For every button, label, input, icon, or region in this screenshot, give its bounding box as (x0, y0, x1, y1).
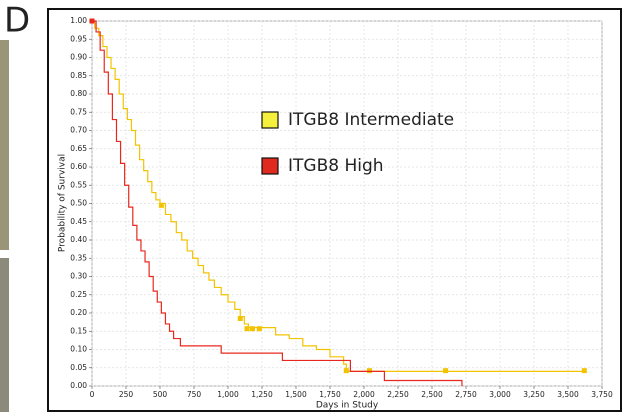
x-tick-label: 3,250 (523, 390, 545, 399)
y-axis-label: Probability of Survival (58, 154, 68, 252)
censor-mark (443, 368, 449, 374)
survival-curve (92, 20, 585, 372)
y-tick-label: 0.10 (70, 345, 87, 354)
censor-mark (158, 202, 164, 208)
adjacent-panel-fragment (0, 258, 9, 412)
censor-mark (249, 326, 255, 332)
y-tick-label: 0.30 (70, 272, 87, 281)
x-tick-label: 2,250 (387, 390, 409, 399)
x-tick-label: 2,000 (353, 390, 375, 399)
x-tick-label: 2,750 (455, 390, 477, 399)
legend-swatch (261, 111, 279, 129)
censor-mark (244, 326, 250, 332)
y-tick-label: 0.80 (70, 89, 87, 98)
legend-label: ITGB8 High (288, 156, 384, 176)
x-tick-label: 1,000 (217, 390, 239, 399)
censor-mark (237, 315, 243, 321)
censor-mark (89, 18, 95, 24)
y-tick-label: 0.70 (70, 126, 87, 135)
y-tick-label: 0.25 (70, 290, 87, 299)
x-tick-label: 3,500 (557, 390, 579, 399)
y-tick-label: 0.15 (70, 326, 87, 335)
y-tick-label: 0.95 (70, 34, 87, 43)
y-tick-label: 0.75 (70, 107, 87, 116)
y-tick-label: 0.35 (70, 253, 87, 262)
y-tick-label: 0.65 (70, 144, 87, 153)
x-tick-label: 2,500 (421, 390, 443, 399)
x-tick-label: 500 (153, 390, 168, 399)
legend-swatch (261, 157, 279, 175)
censor-mark (256, 326, 262, 332)
panel-label: D (4, 1, 30, 41)
y-tick-label: 0.60 (70, 162, 87, 171)
censor-mark (343, 368, 349, 374)
x-tick-label: 3,750 (591, 390, 613, 399)
survival-curve (92, 20, 463, 386)
y-tick-label: 0.85 (70, 71, 87, 80)
x-tick-label: 1,750 (319, 390, 341, 399)
x-tick-label: 250 (119, 390, 134, 399)
x-tick-label: 750 (187, 390, 202, 399)
y-tick-label: 1.00 (70, 16, 87, 25)
y-tick-label: 0.90 (70, 53, 87, 62)
censor-mark (581, 368, 587, 374)
y-tick-label: 0.55 (70, 180, 87, 189)
y-tick-label: 0.50 (70, 199, 87, 208)
censor-mark (366, 368, 372, 374)
y-tick-label: 0.40 (70, 235, 87, 244)
x-axis-label: Days in Study (316, 401, 379, 411)
y-tick-label: 0.00 (70, 381, 87, 390)
adjacent-panel-fragment (0, 40, 9, 250)
x-tick-label: 1,500 (285, 390, 307, 399)
legend-label: ITGB8 Intermediate (288, 110, 454, 130)
y-tick-label: 0.05 (70, 363, 87, 372)
y-tick-label: 0.20 (70, 308, 87, 317)
x-tick-label: 1,250 (251, 390, 273, 399)
y-tick-label: 0.45 (70, 217, 87, 226)
x-tick-label: 0 (90, 390, 95, 399)
x-tick-label: 3,000 (489, 390, 511, 399)
